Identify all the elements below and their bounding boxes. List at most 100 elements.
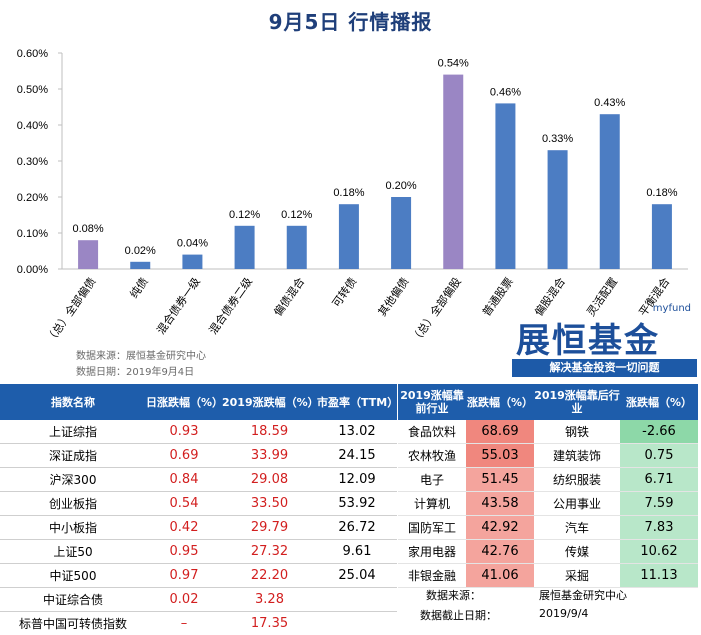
bottom-industry-change: 11.13: [620, 564, 698, 588]
bottom-industry-name: 建筑装饰: [534, 444, 620, 468]
bar: [130, 262, 150, 269]
bottom-industry-change: 10.62: [620, 540, 698, 564]
bar: [182, 255, 202, 269]
ytd-change: 18.59: [222, 420, 317, 444]
pe-ttm: [317, 588, 397, 612]
index-name: 上证50: [0, 540, 146, 564]
index-name: 深证成指: [0, 444, 146, 468]
header-bottom-industry: 2019涨幅靠后行业: [534, 384, 620, 420]
bottom-industry-name: 公用事业: [534, 492, 620, 516]
index-name: 创业板指: [0, 492, 146, 516]
pe-ttm: 13.02: [317, 420, 397, 444]
header-ytd-change: 2019涨跌幅（%）: [222, 384, 317, 420]
ytd-change: 29.79: [222, 516, 317, 540]
header-top-industry: 2019涨幅靠前行业: [398, 384, 466, 420]
y-tick-label: 0.00%: [17, 264, 48, 276]
top-industry-change: 43.58: [466, 492, 534, 516]
header-index-name: 指数名称: [0, 384, 146, 420]
pe-ttm: 24.15: [317, 444, 397, 468]
top-industry-change: 42.92: [466, 516, 534, 540]
daily-change: 0.02: [146, 588, 222, 612]
ytd-change: 17.35: [222, 612, 317, 635]
index-name: 中小板指: [0, 516, 146, 540]
daily-change: 0.42: [146, 516, 222, 540]
top-industry-change: 68.69: [466, 420, 534, 444]
data-label: 0.43%: [594, 97, 625, 109]
top-industry-name: 计算机: [398, 492, 466, 516]
header-pe-ttm: 市盈率（TTM）: [317, 384, 397, 420]
logo-slogan: 解决基金投资一切问题: [512, 359, 697, 377]
index-table-header: 指数名称 日涨跌幅（%） 2019涨跌幅（%） 市盈率（TTM）: [0, 384, 397, 420]
industry-table: 2019涨幅靠前行业 涨跌幅（%） 2019涨幅靠后行业 涨跌幅（%） 食品饮料…: [398, 384, 698, 588]
index-name: 标普中国可转债指数: [0, 612, 146, 635]
category-label: 纯债: [127, 275, 151, 301]
data-label: 0.33%: [542, 133, 573, 145]
data-label: 0.46%: [490, 86, 521, 98]
bar: [600, 114, 620, 269]
data-label: 0.12%: [229, 209, 260, 221]
bottom-industry-name: 采掘: [534, 564, 620, 588]
ytd-change: 29.08: [222, 468, 317, 492]
top-industry-change: 55.03: [466, 444, 534, 468]
category-label: （总）全部偏债: [43, 275, 99, 346]
bottom-industry-name: 钢铁: [534, 420, 620, 444]
data-label: 0.20%: [385, 180, 416, 192]
bar: [78, 240, 98, 269]
date-note: 数据日期：2019年9月4日: [76, 363, 194, 378]
category-label: 普通股票: [479, 275, 516, 319]
bottom-industry-change: 7.83: [620, 516, 698, 540]
data-label: 0.08%: [72, 223, 103, 235]
category-label: 混合债券一级: [154, 275, 203, 337]
ytd-change: 33.50: [222, 492, 317, 516]
top-industry-name: 农林牧渔: [398, 444, 466, 468]
bar-chart: 0.00%0.10%0.20%0.30%0.40%0.50%0.60% 0.08…: [0, 0, 701, 350]
pe-ttm: 26.72: [317, 516, 397, 540]
header-bottom-change: 涨跌幅（%）: [620, 384, 698, 420]
y-tick-label: 0.10%: [17, 228, 48, 240]
footer-date-value: 2019/9/4: [539, 607, 588, 620]
index-row: 标普中国可转债指数–17.35: [0, 612, 397, 635]
data-label: 0.02%: [125, 245, 156, 257]
bottom-industry-change: 7.59: [620, 492, 698, 516]
y-tick-label: 0.30%: [17, 156, 48, 168]
ytd-change: 22.20: [222, 564, 317, 588]
logo-name: 展恒基金: [516, 313, 660, 362]
ytd-change: 27.32: [222, 540, 317, 564]
daily-change: 0.95: [146, 540, 222, 564]
bar: [652, 204, 672, 269]
daily-change: –: [146, 612, 222, 635]
bottom-industry-name: 汽车: [534, 516, 620, 540]
bottom-industry-name: 纺织服装: [534, 468, 620, 492]
daily-change: 0.84: [146, 468, 222, 492]
daily-change: 0.97: [146, 564, 222, 588]
top-industry-name: 电子: [398, 468, 466, 492]
category-label: 可转债: [329, 275, 359, 310]
data-label: 0.18%: [333, 187, 364, 199]
footer-source-value: 展恒基金研究中心: [539, 587, 627, 603]
top-industry-name: 家用电器: [398, 540, 466, 564]
data-label: 0.54%: [438, 58, 469, 70]
data-label: 0.18%: [646, 187, 677, 199]
bottom-industry-change: -2.66: [620, 420, 698, 444]
pe-ttm: 53.92: [317, 492, 397, 516]
pe-ttm: [317, 612, 397, 635]
y-tick-label: 0.60%: [17, 48, 48, 60]
bar: [391, 197, 411, 269]
source-note: 数据来源：展恒基金研究中心: [76, 347, 206, 362]
y-tick-label: 0.40%: [17, 120, 48, 132]
bar: [443, 75, 463, 269]
footer-date-label: 数据截止日期：: [420, 607, 497, 623]
pe-ttm: 9.61: [317, 540, 397, 564]
bar: [339, 204, 359, 269]
pe-ttm: 25.04: [317, 564, 397, 588]
bar: [287, 226, 307, 269]
